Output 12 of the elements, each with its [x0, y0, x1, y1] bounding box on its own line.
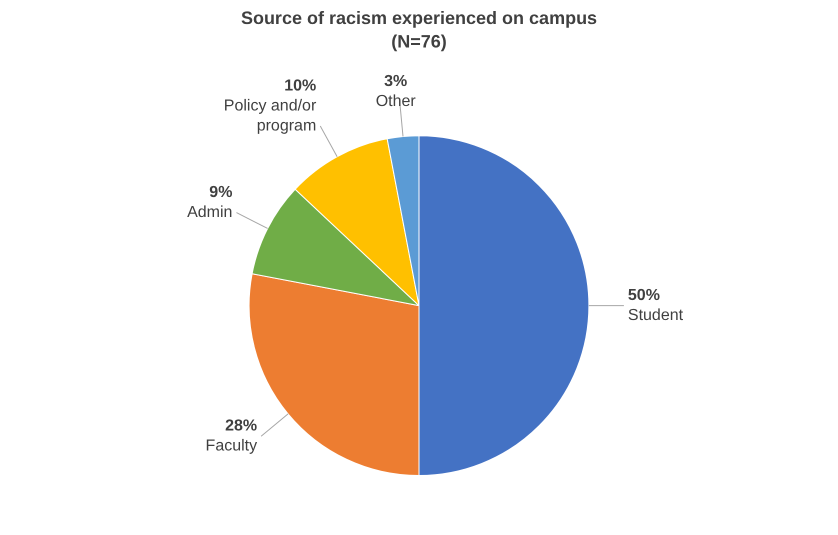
- slice-label: Policy and/or program: [224, 97, 317, 134]
- chart-title: Source of racism experienced on campus: [240, 8, 598, 28]
- data-label: 50%: [628, 287, 660, 304]
- slice-label: Student: [628, 307, 684, 324]
- chart-subtitle: (N=76): [391, 31, 447, 52]
- slice-label: Faculty: [206, 438, 258, 455]
- slice-label: Other: [376, 93, 416, 110]
- data-label: 9%: [209, 184, 232, 201]
- data-label: 28%: [225, 418, 258, 435]
- data-label: 3%: [384, 73, 408, 90]
- data-label: 10%: [284, 77, 316, 94]
- slice-label: Admin: [187, 204, 232, 221]
